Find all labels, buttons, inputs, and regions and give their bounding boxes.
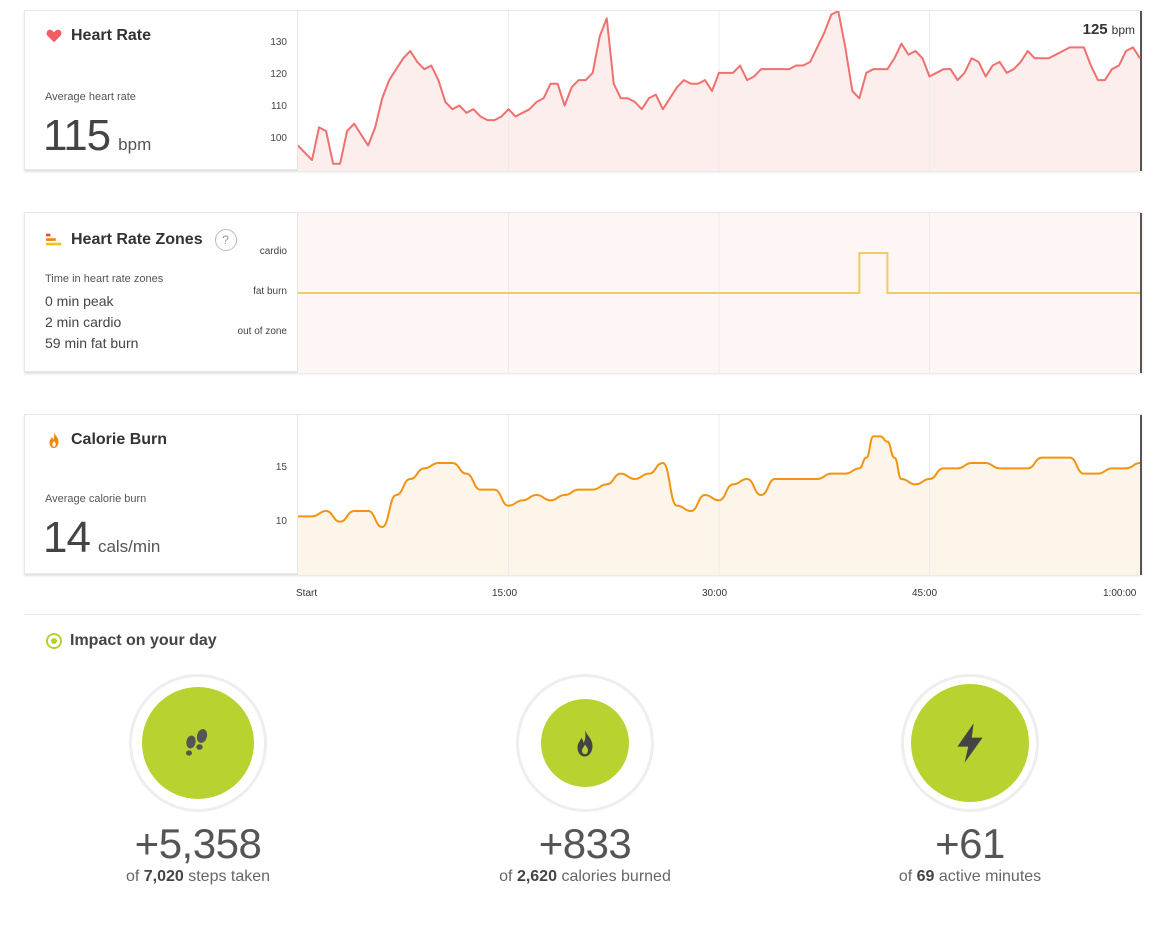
- hr-ytick: 130: [270, 37, 287, 48]
- zone-fatburn-time: 59 min fat burn: [45, 335, 139, 351]
- help-icon[interactable]: ?: [214, 229, 237, 251]
- lightning-icon: [957, 723, 983, 763]
- impact-title: Impact on your day: [46, 632, 217, 650]
- hr-ytick: 120: [270, 69, 287, 80]
- active-minutes-value: +61: [935, 820, 1005, 867]
- calorie-burn-card: Calorie Burn Average calorie burn 14 cals…: [24, 414, 1143, 575]
- zone-peak-time: 0 min peak: [45, 293, 114, 309]
- steps-value: +5,358: [134, 820, 262, 867]
- steps-ring: [129, 674, 267, 812]
- series-line: [297, 10, 1141, 165]
- zone-line-series: [298, 252, 1140, 294]
- avg-calorie-value: 14 cals/min: [43, 513, 161, 562]
- cal-ytick: 10: [275, 516, 287, 527]
- hr-ytick: 110: [271, 101, 287, 112]
- active-minutes-stat: +61 of 69 active minutes: [820, 674, 1120, 886]
- current-heart-rate: 125 bpm: [1082, 21, 1135, 38]
- heart-rate-summary: Heart Rate Average heart rate 115 bpm 130…: [25, 11, 297, 169]
- zone-label-cardio: cardio: [259, 246, 287, 257]
- avg-heart-rate-label: Average heart rate: [45, 91, 136, 103]
- flame-icon: [49, 431, 59, 449]
- zones-summary: Heart Rate Zones ? Time in heart rate zo…: [25, 213, 297, 371]
- calories-subtitle: of 2,620 calories burned: [499, 868, 671, 885]
- section-divider: [24, 614, 1142, 615]
- calories-disc: [541, 699, 629, 787]
- steps-subtitle: of 7,020 steps taken: [125, 868, 271, 885]
- heart-rate-title: Heart Rate: [45, 27, 151, 45]
- calories-value: +833: [538, 820, 632, 867]
- active-minutes-ring: [901, 674, 1039, 812]
- heart-icon: [46, 29, 62, 43]
- zone-label-out-of-zone: out of zone: [237, 326, 287, 337]
- series-line: [298, 435, 1141, 528]
- heart-rate-chart[interactable]: 125 bpm: [297, 10, 1143, 171]
- x-tick-45: 45:00: [912, 588, 938, 599]
- calorie-title: Calorie Burn: [45, 431, 167, 449]
- zones-plot: [298, 213, 1144, 373]
- flame-icon: [577, 729, 593, 757]
- cal-ytick: 15: [275, 462, 287, 473]
- calories-stat: +833 of 2,620 calories burned: [435, 674, 735, 886]
- hr-ytick: 100: [270, 133, 287, 144]
- calorie-chart[interactable]: [297, 415, 1143, 575]
- zones-time-label: Time in heart rate zones: [45, 273, 164, 285]
- zones-chart[interactable]: [297, 213, 1144, 373]
- footsteps-icon: [186, 729, 208, 756]
- active-minutes-disc: [911, 684, 1029, 802]
- avg-heart-rate-value: 115 bpm: [43, 111, 152, 160]
- steps-stat: +5,358 of 7,020 steps taken: [48, 674, 348, 886]
- steps-disc: [142, 687, 254, 799]
- target-icon: [46, 633, 62, 649]
- x-tick-start: Start: [296, 588, 318, 599]
- zones-title: Heart Rate Zones ?: [45, 229, 237, 251]
- active-minutes-subtitle: of 69 active minutes: [898, 868, 1042, 885]
- avg-calorie-label: Average calorie burn: [45, 493, 147, 505]
- x-tick-30: 30:00: [702, 588, 728, 599]
- x-tick-15: 15:00: [492, 588, 518, 599]
- zones-bars-icon: [45, 233, 62, 246]
- calorie-plot: [298, 415, 1142, 575]
- x-tick-end: 1:00:00: [1103, 588, 1137, 599]
- heart-rate-zones-card: Heart Rate Zones ? Time in heart rate zo…: [24, 212, 1144, 373]
- calorie-summary: Calorie Burn Average calorie burn 14 cals…: [25, 415, 297, 573]
- zone-label-fat-burn: fat burn: [253, 286, 287, 297]
- time-axis: Start 15:00 30:00 45:00 1:00:00: [296, 588, 1142, 604]
- zone-cardio-time: 2 min cardio: [45, 314, 122, 330]
- heart-rate-card: Heart Rate Average heart rate 115 bpm 130…: [24, 10, 1143, 171]
- heart-rate-plot: [297, 10, 1142, 171]
- calories-ring: [516, 674, 654, 812]
